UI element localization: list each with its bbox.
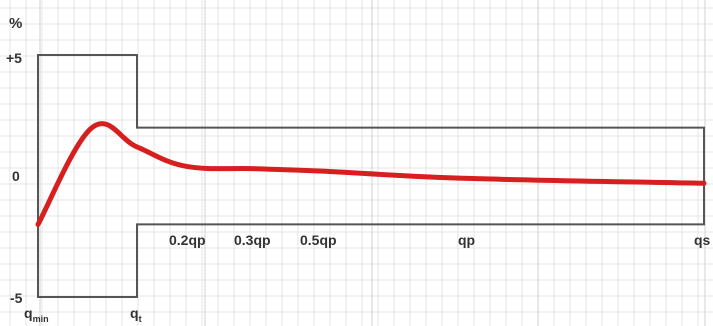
x-tick-label-qt: qt — [130, 305, 142, 324]
tolerance-envelope — [37, 54, 705, 298]
x-tick-label-qmin: qmin — [24, 305, 49, 324]
y-axis-unit-label: % — [9, 15, 22, 32]
y-tick-label: +5 — [6, 50, 22, 66]
tolerance-envelope-outline — [37, 54, 705, 298]
x-tick-label-q03: 0.3qp — [234, 232, 271, 248]
x-tick-label-q05: 0.5qp — [300, 232, 337, 248]
x-tick-label-q02: 0.2qp — [169, 232, 206, 248]
y-tick-label: -5 — [10, 290, 23, 306]
error-curve-line — [35, 121, 707, 227]
x-tick-label-qp: qp — [458, 232, 475, 248]
x-tick-label-qs: qs — [694, 232, 711, 248]
y-tick-label: 0 — [12, 168, 20, 184]
error-curve — [35, 121, 707, 227]
